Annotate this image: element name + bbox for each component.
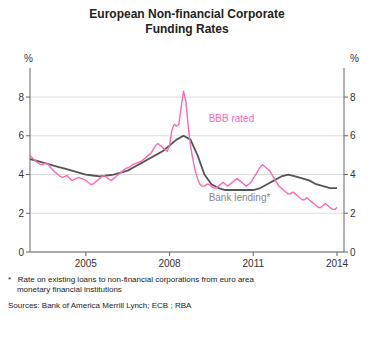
- y2-tick-label: 4: [350, 169, 356, 180]
- y2-axis-label: %: [350, 53, 359, 64]
- x-axis-line: [30, 252, 344, 253]
- grid-line: [30, 135, 344, 136]
- y-tick-label: 0: [18, 247, 24, 258]
- y2-tick-label: 2: [350, 208, 356, 219]
- y-tick-label: 2: [18, 208, 24, 219]
- y2-tick: [344, 252, 348, 253]
- grid-line: [30, 252, 344, 253]
- y2-tick-label: 8: [350, 92, 356, 103]
- y2-tick-label: 6: [350, 130, 356, 141]
- x-tick: [169, 252, 170, 256]
- y-tick: [26, 135, 30, 136]
- y2-tick: [344, 135, 348, 136]
- y2-tick: [344, 174, 348, 175]
- chart: European Non-financial CorporateFunding …: [0, 0, 374, 345]
- footnote-line: * Rate on existing loans to non-financia…: [8, 275, 254, 284]
- title-line: European Non-financial Corporate: [89, 7, 285, 21]
- y-tick-label: 6: [18, 130, 24, 141]
- x-tick-label: 2005: [75, 258, 98, 269]
- x-tick: [337, 252, 338, 256]
- x-tick: [85, 252, 86, 256]
- y-axis-label: %: [24, 53, 33, 64]
- y-tick-label: 8: [18, 92, 24, 103]
- title: European Non-financial CorporateFunding …: [89, 7, 285, 36]
- grid-line: [30, 174, 344, 175]
- footnote: Sources: Bank of America Merrill Lynch; …: [8, 301, 192, 310]
- y2-tick: [344, 213, 348, 214]
- annotation: Bank lending*: [209, 192, 271, 203]
- y2-tick-label: 0: [350, 247, 356, 258]
- plot-area: [30, 91, 337, 209]
- series-line: [30, 91, 337, 209]
- grid-line: [30, 97, 344, 98]
- x-tick-label: 2014: [326, 258, 349, 269]
- title-line: Funding Rates: [145, 22, 229, 36]
- grid-line: [30, 213, 344, 214]
- y2-axis-line: [344, 68, 345, 252]
- y-tick-label: 4: [18, 169, 24, 180]
- y2-tick: [344, 97, 348, 98]
- footnote-line: monetary financial institutions: [8, 285, 122, 294]
- y-tick: [26, 252, 30, 253]
- x-tick-label: 2008: [158, 258, 181, 269]
- annotation: BBB rated: [209, 113, 255, 124]
- y-tick: [26, 213, 30, 214]
- x-tick: [253, 252, 254, 256]
- series-line: [30, 136, 337, 190]
- footnote-line: Sources: Bank of America Merrill Lynch; …: [8, 301, 192, 310]
- x-tick-label: 2011: [243, 258, 265, 269]
- footnote: * Rate on existing loans to non-financia…: [8, 275, 254, 294]
- y-tick: [26, 97, 30, 98]
- y-tick: [26, 174, 30, 175]
